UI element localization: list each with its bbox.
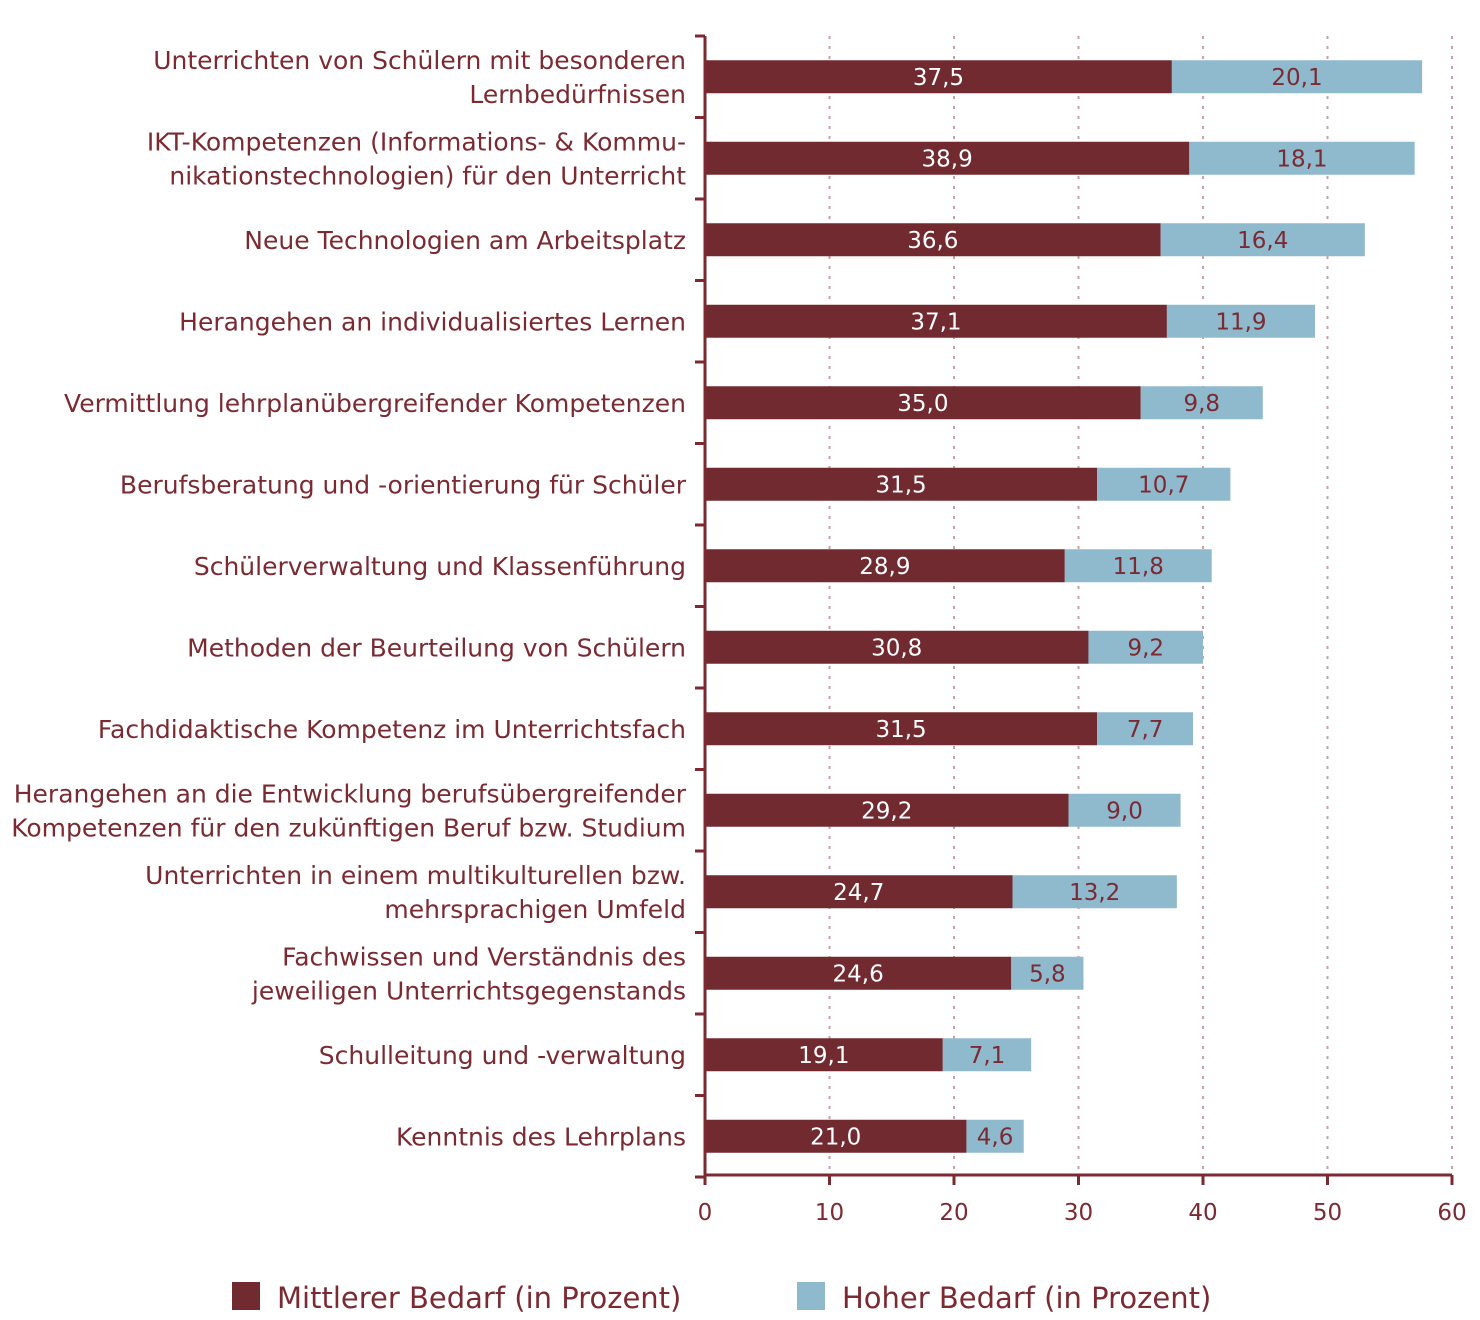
category-label: Berufsberatung und -orientierung für Sch… [120,470,687,499]
category-label: jeweiligen Unterrichtsgegenstands [251,976,686,1005]
data-label: 11,9 [1215,309,1266,335]
bar-mittlerer-bedarf [705,549,1065,583]
data-label: 28,9 [859,554,910,580]
bar-hoher-bedarf [1160,223,1365,257]
category-label: Schülerverwaltung und Klassenführung [194,552,686,581]
legend-label: Hoher Bedarf (in Prozent) [842,1281,1211,1315]
data-label: 36,6 [907,228,958,254]
category-label: Vermittlung lehrplanübergreifender Kompe… [64,389,686,418]
data-label: 20,1 [1271,65,1322,91]
x-tick-label: 60 [1437,1200,1466,1226]
data-label: 21,0 [810,1124,861,1150]
bar-hoher-bedarf [966,1119,1024,1153]
data-label: 9,0 [1106,798,1143,824]
data-label: 9,2 [1127,635,1164,661]
bar-hoher-bedarf [1068,793,1181,827]
bar-mittlerer-bedarf [705,956,1012,990]
data-label: 5,8 [1029,961,1066,987]
bar-mittlerer-bedarf [705,386,1141,420]
bar-hoher-bedarf [1097,712,1194,746]
x-tick-label: 40 [1188,1200,1217,1226]
bar-mittlerer-bedarf [705,223,1161,257]
bar-hoher-bedarf [1166,304,1316,338]
x-tick-label: 50 [1313,1200,1342,1226]
legend-swatch-hoher-bedarf [797,1282,825,1310]
category-label: Fachwissen und Verständnis des [282,942,686,971]
data-label: 16,4 [1237,228,1288,254]
category-label: Lernbedürfnissen [469,80,686,109]
bar-hoher-bedarf [1171,60,1423,94]
category-label: Herangehen an individualisiertes Lernen [179,307,686,336]
data-label: 18,1 [1276,146,1327,172]
bar-mittlerer-bedarf [705,1038,943,1072]
data-label: 31,5 [875,717,926,743]
x-tick-label: 10 [815,1200,844,1226]
data-label: 11,8 [1113,554,1164,580]
category-label: Herangehen an die Entwicklung berufsüber… [14,779,687,808]
bar-mittlerer-bedarf [705,875,1013,909]
legend-swatch-mittlerer-bedarf [232,1282,260,1310]
data-label: 35,0 [897,391,948,417]
data-label: 37,1 [910,309,961,335]
category-label: Methoden der Beurteilung von Schülern [187,633,686,662]
legend-label: Mittlerer Bedarf (in Prozent) [277,1281,681,1315]
bar-mittlerer-bedarf [705,60,1172,94]
data-label: 29,2 [861,798,912,824]
bar-mittlerer-bedarf [705,793,1069,827]
category-label: Kenntnis des Lehrplans [396,1122,686,1151]
category-label: Unterrichten in einem multikulturellen b… [145,861,686,890]
category-label: Kompetenzen für den zukünftigen Beruf bz… [11,813,686,842]
data-label: 30,8 [871,635,922,661]
data-label: 7,7 [1127,717,1164,743]
x-tick-label: 20 [939,1200,968,1226]
bar-hoher-bedarf [942,1038,1032,1072]
bar-hoher-bedarf [1097,467,1231,501]
x-tick-label: 0 [698,1200,713,1226]
category-label: Neue Technologien am Arbeitsplatz [244,226,686,255]
data-label: 31,5 [875,472,926,498]
category-label: nikationstechnologien) für den Unterrich… [169,161,686,190]
data-label: 19,1 [798,1043,849,1069]
data-label: 24,6 [833,961,884,987]
bar-hoher-bedarf [1012,875,1177,909]
data-label: 4,6 [977,1124,1014,1150]
data-label: 13,2 [1069,880,1120,906]
data-label: 38,9 [922,146,973,172]
bar-mittlerer-bedarf [705,1119,967,1153]
x-tick-label: 30 [1064,1200,1093,1226]
bar-mittlerer-bedarf [705,467,1098,501]
data-label: 10,7 [1138,472,1189,498]
bar-hoher-bedarf [1064,549,1212,583]
bar-mittlerer-bedarf [705,304,1167,338]
bar-mittlerer-bedarf [705,630,1089,664]
data-label: 24,7 [833,880,884,906]
bar-hoher-bedarf [1011,956,1084,990]
bar-mittlerer-bedarf [705,712,1098,746]
bar-hoher-bedarf [1088,630,1203,664]
category-label: Schulleitung und -verwaltung [319,1041,686,1070]
category-label: mehrsprachigen Umfeld [384,895,686,924]
category-label: Unterrichten von Schülern mit besonderen [153,46,686,75]
bar-hoher-bedarf [1189,141,1415,175]
data-label: 7,1 [969,1043,1006,1069]
data-label: 9,8 [1183,391,1220,417]
bar-hoher-bedarf [1140,386,1263,420]
data-label: 37,5 [913,65,964,91]
category-label: IKT-Kompetenzen (Informations- & Kommu- [147,127,686,156]
category-label: Fachdidaktische Kompetenz im Unterrichts… [98,715,686,744]
bar-mittlerer-bedarf [705,141,1190,175]
